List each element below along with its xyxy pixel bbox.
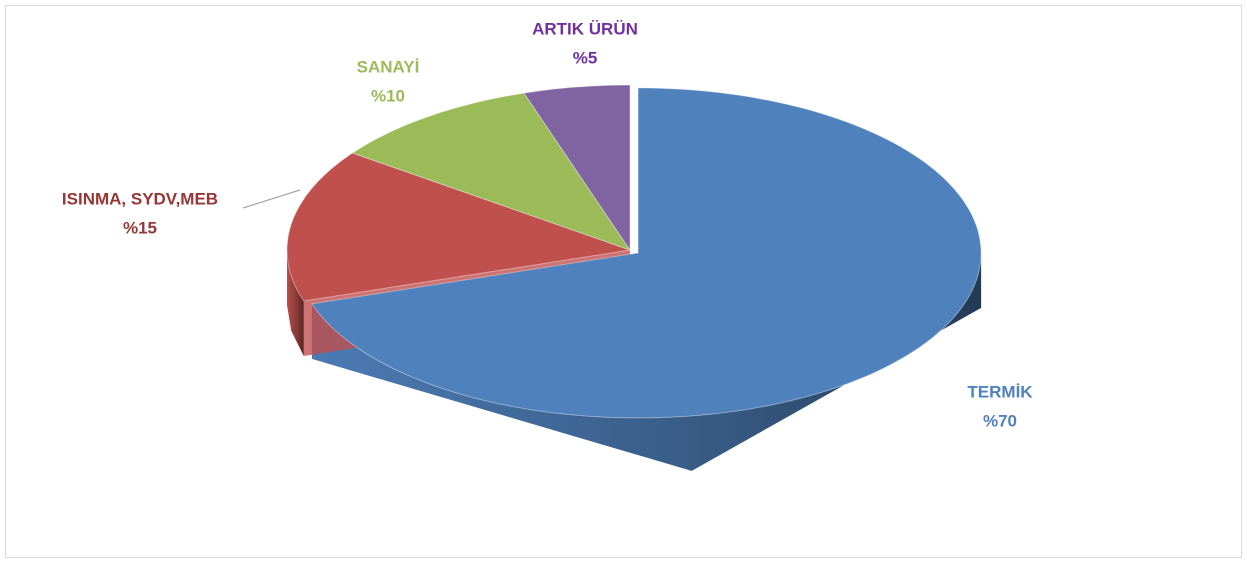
slice-side-shade <box>311 252 982 471</box>
slice <box>351 92 632 251</box>
slice-value-label: %5 <box>573 48 598 67</box>
slice-label: ISINMA, SYDV,MEB <box>62 189 218 208</box>
slice <box>523 84 631 252</box>
slice-label: TERMİK <box>967 382 1033 401</box>
slice-label: SANAYİ <box>357 57 420 76</box>
slice-value-label: %70 <box>983 411 1017 430</box>
slice <box>286 152 631 302</box>
slice <box>311 87 982 419</box>
slice-value-label: %15 <box>123 218 157 237</box>
slice-side-shade <box>287 250 304 356</box>
slice-value-label: %10 <box>371 86 405 105</box>
slice-label: ARTIK ÜRÜN <box>532 19 638 38</box>
leader-line <box>242 189 301 209</box>
